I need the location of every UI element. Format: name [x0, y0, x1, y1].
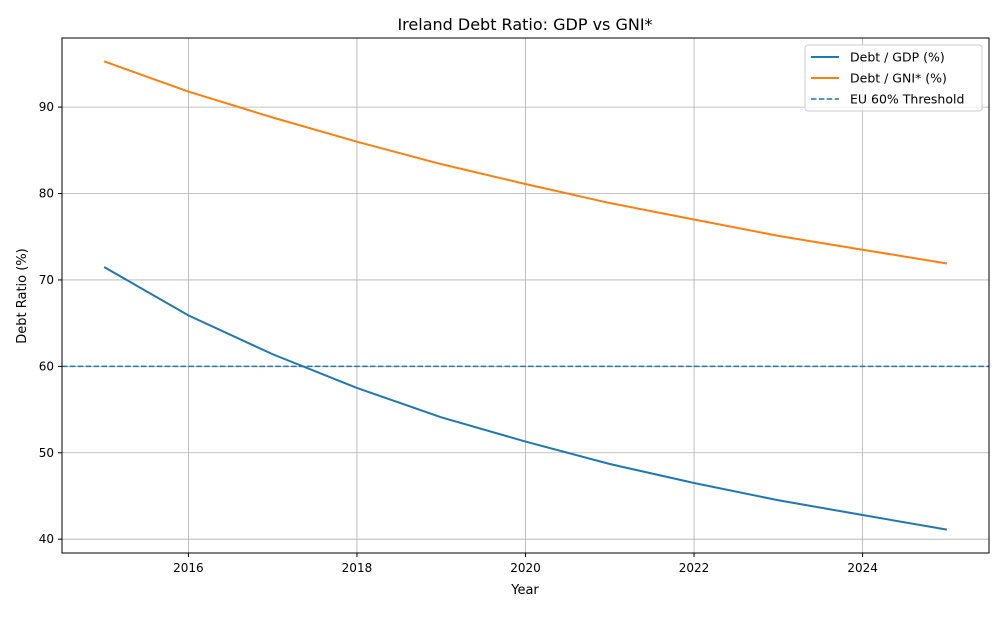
x-tick-label: 2024: [847, 561, 878, 575]
x-axis-label: Year: [510, 583, 539, 598]
y-axis-label: Debt Ratio (%): [15, 248, 30, 344]
chart-title: Ireland Debt Ratio: GDP vs GNI*: [397, 15, 652, 34]
ticks: 2016 2018 2020 2022 2024 40 50 60 70 80 90: [39, 100, 878, 575]
y-tick-label: 70: [39, 273, 54, 287]
grid: [62, 38, 989, 553]
x-tick-label: 2020: [510, 561, 541, 575]
x-tick-label: 2018: [342, 561, 373, 575]
x-tick-label: 2016: [173, 561, 204, 575]
y-tick-label: 50: [39, 446, 54, 460]
legend: Debt / GDP (%) Debt / GNI* (%) EU 60% Thre…: [804, 44, 983, 112]
series-line-1: [103, 60, 948, 265]
legend-label: Debt / GDP (%): [850, 50, 945, 65]
y-tick-label: 60: [39, 359, 54, 373]
y-tick-label: 40: [39, 532, 54, 546]
legend-label: EU 60% Threshold: [850, 92, 964, 107]
plot-lines: [62, 60, 989, 531]
series-line-0: [103, 266, 948, 531]
y-tick-label: 80: [39, 187, 54, 201]
y-tick-label: 90: [39, 100, 54, 114]
legend-label: Debt / GNI* (%): [850, 71, 947, 86]
x-tick-label: 2022: [679, 561, 710, 575]
legend-box: [804, 44, 983, 112]
